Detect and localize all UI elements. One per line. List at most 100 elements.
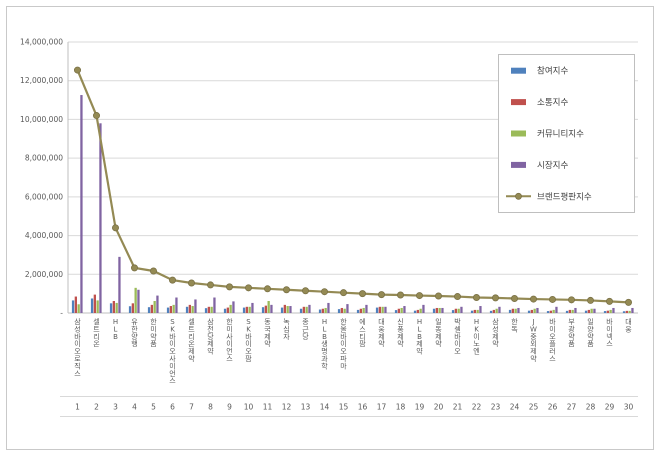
bar [166,307,170,313]
bar [283,304,286,313]
bar [362,307,365,313]
y-axis-tick-label: 10,000,000 [20,115,63,124]
rank-number: 14 [320,403,330,412]
bar [74,296,77,313]
bar [517,307,520,313]
rank-number: 9 [227,403,232,412]
bar [226,307,229,313]
y-axis-tick-label: 12,000,000 [20,76,63,85]
bar [593,308,596,313]
bar [223,308,227,313]
bar [536,307,539,313]
rank-number: 15 [339,403,349,412]
line-marker [415,292,423,300]
rank-number: 24 [510,403,520,412]
line-marker [530,295,538,303]
bar [432,308,436,313]
line-marker [320,288,328,296]
bar [267,300,270,313]
bar [359,308,362,313]
rank-number: 19 [415,403,425,412]
bar-series-0 [71,298,626,313]
y-axis-tick-label: 2,000,000 [25,270,63,279]
bar [460,306,463,313]
bar [99,123,102,313]
line-marker [168,276,176,284]
rank-number: 1 [75,403,80,412]
rank-number: 10 [244,403,254,412]
bar [71,300,75,313]
bar [109,303,113,313]
bar [365,304,368,313]
x-axis-category-labels: 삼 성 바 이 오 로 직 스 셀 트 리 온 H L B 유 한 양 행 한 미 약 품 S K 바 이 오 사 이 언 스 셀 트 리 온 제 약 삼 천… [74,317,632,385]
bar [568,309,571,313]
y-axis-tick-label: - [60,309,63,318]
bar [112,300,115,313]
bar [318,309,322,313]
bar [172,304,175,313]
rank-number: 4 [132,403,137,412]
bar [210,306,213,313]
bar [441,307,444,313]
rank-number: 6 [170,403,175,412]
line-marker [112,224,120,232]
bar [546,311,550,313]
line-marker [568,296,576,304]
legend-label: 소통지수 [537,98,568,108]
bar [191,306,194,313]
bar [400,307,403,313]
bar [438,307,441,313]
bar [302,306,305,313]
bar [147,307,151,313]
bar [489,310,493,313]
bar [457,308,460,313]
bar [115,302,118,313]
bar [185,306,189,313]
bar [476,309,479,313]
legend-swatch [511,161,526,168]
line-marker [434,292,442,300]
bar [419,308,422,313]
bar [169,306,172,313]
bar [305,306,308,313]
bar [416,309,419,313]
rank-number: 3 [113,403,118,412]
bar [375,307,379,313]
rank-number: 22 [472,403,482,412]
rank-number-row: 1 2 3 4 5 6 7 8 9 10 11 12 13 14 15 16 17 18 19 20 21 22 23 24 2… [75,403,633,412]
bar [470,310,474,313]
bar [552,309,555,313]
legend-swatch [511,67,526,74]
bar [435,307,438,313]
line-marker [472,294,480,302]
legend-label: 시장지수 [537,160,568,171]
rank-number: 20 [434,403,444,412]
bar [270,304,273,313]
bar [324,307,327,313]
rank-number: 30 [624,403,634,412]
bar [327,302,330,313]
line-marker [453,293,461,301]
bar [251,302,254,313]
line-marker [510,294,518,302]
legend-label: 참여지수 [537,66,568,77]
bar [479,306,482,313]
rank-number: 12 [282,403,292,412]
bar [511,308,514,313]
bar [514,308,517,313]
